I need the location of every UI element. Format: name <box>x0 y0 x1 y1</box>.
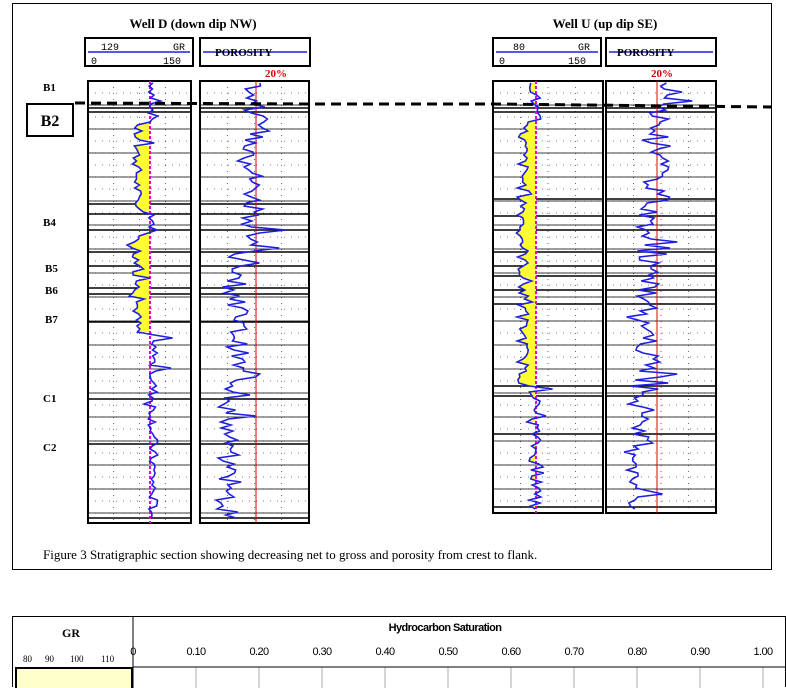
well-u-gr-header: 80 GR 0 150 <box>492 37 602 68</box>
well-u-gr-track <box>492 80 604 514</box>
well-u-porosity-marker: 20% <box>651 68 673 80</box>
hs-tick-label: 0.60 <box>501 646 520 658</box>
well-u-porosity-track <box>605 80 717 514</box>
hs-tick-label: 0 <box>130 646 136 658</box>
well-d-gr-max: 150 <box>163 57 181 68</box>
hs-tick-label: 0.40 <box>375 646 394 658</box>
well-u-porosity-header: POROSITY <box>605 37 717 67</box>
well-d-gr-value: 129 <box>101 43 119 54</box>
well-d-gr-mnemonic: GR <box>173 43 185 54</box>
well-u-gr-max: 150 <box>568 57 586 68</box>
well-u-gr-min: 0 <box>499 57 505 68</box>
gr-title: GR <box>62 626 80 640</box>
well-d-porosity-track <box>199 80 310 524</box>
gr-tick-90: 90 <box>45 654 55 664</box>
marker-b1: B1 <box>43 82 56 94</box>
hs-tick-label: 0.20 <box>249 646 268 658</box>
well-u-title: Well U (up dip SE) <box>553 16 658 31</box>
marker-c1: C1 <box>43 393 56 405</box>
marker-b7: B7 <box>45 314 58 326</box>
well-u-porosity-label: POROSITY <box>617 47 675 59</box>
figure-3-caption: Figure 3 Stratigraphic section showing d… <box>43 547 538 562</box>
well-d-porosity-marker: 20% <box>265 68 287 80</box>
section-drawing: Well D (down dip NW) Well U (up dip SE) … <box>26 16 772 524</box>
gr-tick-100: 100 <box>70 654 84 664</box>
hs-tick-label: 0.30 <box>312 646 331 658</box>
figure-4-panel: GR 80 90 100 110 Hydrocarbon Saturation … <box>12 616 786 688</box>
marker-b6: B6 <box>45 285 58 297</box>
hs-tick-label: 0.70 <box>564 646 583 658</box>
well-d-porosity-header: POROSITY <box>199 37 311 67</box>
marker-b5: B5 <box>45 263 58 275</box>
figure-4-drawing: GR 80 90 100 110 Hydrocarbon Saturation … <box>15 617 786 688</box>
hs-tick-label: 0.10 <box>186 646 205 658</box>
marker-b2: B2 <box>41 113 60 130</box>
well-d-porosity-label: POROSITY <box>215 47 273 59</box>
hs-tick-label: 0.80 <box>627 646 646 658</box>
hs-tick-label: 1.00 <box>753 646 772 658</box>
gr-tick-80: 80 <box>23 654 33 664</box>
hs-tick-label: 0.90 <box>690 646 709 658</box>
figure-3-stratigraphic-section: Well D (down dip NW) Well U (up dip SE) … <box>12 3 772 570</box>
well-u-gr-mnemonic: GR <box>578 43 590 54</box>
hs-tick-label: 0.50 <box>438 646 457 658</box>
b2-correlation-line <box>74 101 772 109</box>
well-u-gr-value: 80 <box>513 43 525 54</box>
gr-tick-110: 110 <box>101 654 115 664</box>
marker-b4: B4 <box>43 217 56 229</box>
hs-title: Hydrocarbon Saturation <box>389 622 503 634</box>
marker-b2-box: B2 <box>26 103 74 137</box>
marker-c2: C2 <box>43 442 57 454</box>
well-d-gr-track <box>87 80 192 524</box>
well-d-gr-header: 129 GR 0 150 <box>84 37 194 68</box>
well-d-gr-min: 0 <box>91 57 97 68</box>
hs-axis: 0 0.10 0.20 0.30 0.40 0.50 0.60 0.70 0.80 0.90 1.0… <box>130 646 786 688</box>
well-d-title: Well D (down dip NW) <box>129 16 256 31</box>
gr-fill-box <box>15 667 133 688</box>
